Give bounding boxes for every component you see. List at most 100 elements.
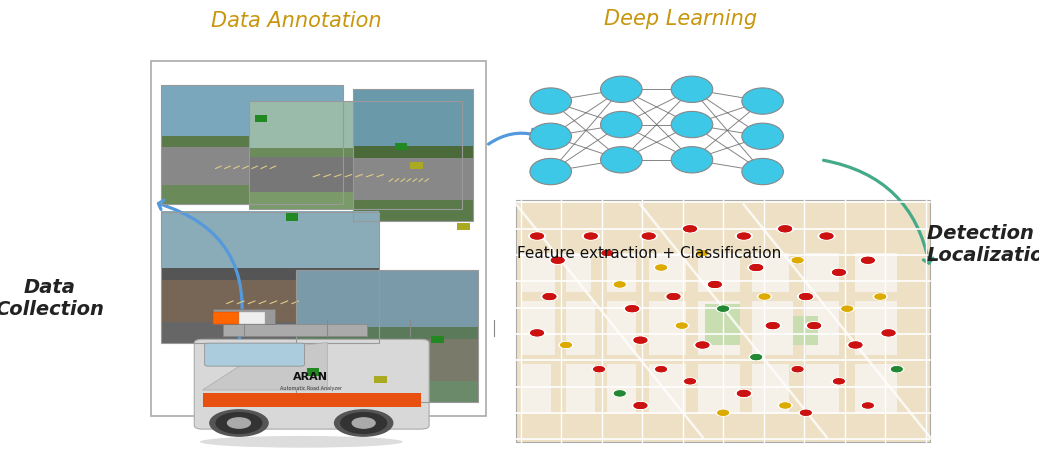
Bar <box>704 304 740 345</box>
Circle shape <box>718 410 728 415</box>
Circle shape <box>642 233 655 239</box>
Circle shape <box>531 330 543 336</box>
Circle shape <box>793 258 803 263</box>
Circle shape <box>210 410 268 436</box>
Circle shape <box>875 294 885 299</box>
Circle shape <box>696 342 709 348</box>
Bar <box>203 393 421 407</box>
Bar <box>752 253 790 292</box>
Bar <box>296 270 478 402</box>
Circle shape <box>801 410 811 415</box>
Circle shape <box>561 343 571 347</box>
Bar <box>648 301 686 355</box>
Circle shape <box>833 379 844 384</box>
Bar <box>151 61 486 416</box>
Bar <box>249 101 462 209</box>
Bar <box>161 85 343 204</box>
Circle shape <box>798 293 815 300</box>
Bar <box>648 364 686 413</box>
Circle shape <box>594 367 605 371</box>
Circle shape <box>889 366 904 372</box>
Circle shape <box>833 379 844 384</box>
Circle shape <box>632 337 649 344</box>
Circle shape <box>800 294 812 299</box>
Bar <box>648 253 686 292</box>
Circle shape <box>859 257 876 264</box>
Circle shape <box>718 306 728 311</box>
Bar <box>353 89 473 149</box>
Bar <box>431 336 444 343</box>
Bar <box>353 158 473 201</box>
Circle shape <box>757 293 772 300</box>
Ellipse shape <box>601 76 642 102</box>
Circle shape <box>667 294 680 299</box>
Bar <box>213 312 239 324</box>
Bar <box>608 364 636 413</box>
Circle shape <box>707 281 723 288</box>
Text: ARAN: ARAN <box>293 372 328 382</box>
Bar <box>608 301 636 355</box>
Circle shape <box>592 366 606 372</box>
Circle shape <box>748 264 765 271</box>
Circle shape <box>778 402 792 409</box>
Circle shape <box>832 270 845 275</box>
Circle shape <box>891 367 902 371</box>
Circle shape <box>751 355 762 360</box>
Bar <box>522 301 555 355</box>
Circle shape <box>841 306 854 312</box>
Bar <box>395 143 407 150</box>
Circle shape <box>676 323 687 328</box>
Circle shape <box>603 251 613 255</box>
Circle shape <box>531 233 543 239</box>
Bar <box>794 316 819 345</box>
Circle shape <box>738 233 750 239</box>
Bar <box>806 301 838 355</box>
Text: Data Annotation: Data Annotation <box>211 11 381 31</box>
Circle shape <box>862 403 873 408</box>
Circle shape <box>682 225 698 233</box>
Circle shape <box>793 367 803 371</box>
Circle shape <box>642 233 655 239</box>
Circle shape <box>760 294 770 299</box>
Circle shape <box>543 294 556 299</box>
Bar <box>698 253 740 292</box>
Text: Automatic Road Analyzer: Automatic Road Analyzer <box>279 386 342 392</box>
Circle shape <box>585 233 597 239</box>
Ellipse shape <box>601 111 642 138</box>
Circle shape <box>821 233 833 239</box>
Bar <box>457 223 470 230</box>
Ellipse shape <box>601 147 642 173</box>
Bar <box>806 253 838 292</box>
Bar <box>161 322 379 343</box>
Bar <box>249 148 462 160</box>
Circle shape <box>830 268 848 276</box>
Circle shape <box>561 343 571 347</box>
Circle shape <box>873 293 887 300</box>
Circle shape <box>716 306 730 312</box>
Text: Detection &
Localization: Detection & Localization <box>927 224 1039 265</box>
Bar <box>566 301 595 355</box>
Circle shape <box>861 258 874 263</box>
Ellipse shape <box>671 147 713 173</box>
Bar <box>255 115 267 122</box>
Circle shape <box>552 258 564 263</box>
Circle shape <box>583 232 600 240</box>
Circle shape <box>791 257 804 264</box>
Circle shape <box>849 342 861 348</box>
Bar <box>161 136 343 150</box>
Circle shape <box>697 251 708 255</box>
FancyBboxPatch shape <box>205 343 304 366</box>
Circle shape <box>694 341 711 349</box>
Circle shape <box>634 337 646 343</box>
Circle shape <box>882 330 895 336</box>
Ellipse shape <box>199 436 403 447</box>
Circle shape <box>655 264 668 271</box>
Bar <box>296 339 478 382</box>
Circle shape <box>805 322 823 329</box>
Bar <box>608 253 636 292</box>
Text: Feature extraction + Classification: Feature extraction + Classification <box>517 246 781 261</box>
Circle shape <box>832 270 845 275</box>
Circle shape <box>529 232 545 240</box>
Bar <box>516 200 930 442</box>
Bar <box>249 101 462 149</box>
